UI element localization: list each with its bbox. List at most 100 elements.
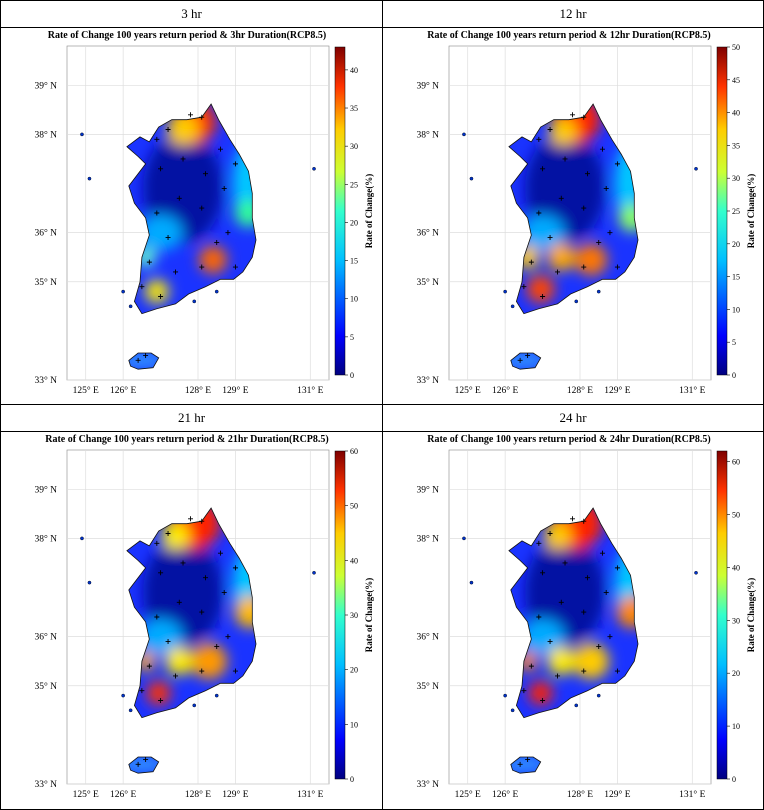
island (214, 693, 219, 698)
station-marker (199, 518, 205, 524)
colorbar-tick-label: 40 (350, 556, 358, 565)
station-marker (217, 550, 223, 556)
lat-tick-label: 33° N (416, 779, 439, 790)
island (192, 299, 197, 304)
station-marker (547, 235, 553, 241)
lon-tick-label: 129° E (222, 789, 248, 800)
colorbar-tick-label: 15 (350, 257, 358, 266)
station-marker (596, 239, 602, 245)
lat-tick-label: 33° N (416, 375, 439, 386)
colorbar-tick-label: 35 (732, 141, 740, 150)
colorbar (334, 450, 346, 780)
map-panel-24hr: Rate of Change 100 years return period &… (382, 431, 764, 810)
station-marker (599, 146, 605, 152)
station-marker (555, 673, 561, 679)
station-marker (165, 639, 171, 645)
island (462, 536, 466, 541)
lat-tick-label: 36° N (416, 228, 439, 239)
island (87, 580, 92, 585)
station-marker (581, 668, 587, 674)
lat-tick-label: 39° N (34, 484, 57, 495)
station-marker (540, 570, 546, 576)
station-marker (154, 136, 160, 142)
station-marker (581, 609, 587, 615)
station-marker (517, 357, 523, 363)
station-marker (528, 259, 534, 265)
island (510, 708, 515, 713)
korea-coastline (126, 507, 257, 719)
station-marker (540, 698, 546, 703)
colorbar-tick-label: 15 (732, 273, 740, 282)
jeju-coastline (510, 756, 542, 774)
station-marker (199, 114, 205, 120)
colorbar-tick-label: 60 (350, 447, 358, 456)
station-marker (581, 205, 587, 211)
jeju-coastline (510, 352, 542, 370)
station-marker (528, 663, 534, 669)
island (121, 289, 125, 294)
panel-header-12hr: 12 hr (382, 0, 764, 28)
station-marker (562, 156, 568, 162)
lon-tick-label: 129° E (604, 789, 630, 800)
colorbar-tick-label: 30 (732, 616, 740, 625)
station-marker (603, 589, 609, 595)
colorbar-tick-label: 5 (732, 338, 736, 347)
station-marker (146, 259, 152, 265)
station-marker (547, 127, 553, 132)
station-marker (570, 516, 576, 522)
panel-header-24hr: 24 hr (382, 404, 764, 432)
station-marker (555, 269, 561, 275)
station-marker (603, 185, 609, 191)
station-marker (154, 540, 160, 546)
station-marker (135, 357, 141, 363)
map-figure-3hr: 39° N 38° N 36° N 35° N 33° N 125° E 126° E 128… (34, 45, 374, 396)
colorbar (334, 46, 346, 376)
station-marker (154, 614, 160, 620)
lat-tick-label: 36° N (416, 632, 439, 643)
korea-coastline (126, 103, 257, 315)
colorbar-tick-label: 20 (350, 666, 358, 675)
island (694, 570, 698, 575)
station-marker (232, 264, 238, 270)
station-marker (202, 575, 208, 581)
colorbar-tick-label: 5 (350, 333, 354, 342)
colorbar-tick-label: 40 (732, 563, 740, 572)
station-marker (199, 609, 205, 615)
lat-tick-label: 36° N (34, 228, 57, 239)
map-title: Rate of Change 100 years return period &… (47, 30, 327, 41)
island (574, 299, 579, 304)
jeju-coastline (128, 352, 160, 370)
colorbar-tick-label: 20 (350, 218, 358, 227)
map-figure-24hr: 39° N 38° N 36° N 35° N 33° N 125° E 126° E 128… (416, 449, 756, 800)
station-marker (581, 114, 587, 120)
station-marker (165, 531, 171, 536)
island (128, 708, 133, 713)
station-marker (139, 688, 145, 694)
station-marker (232, 161, 238, 167)
station-marker (607, 230, 613, 236)
map-title: Rate of Change 100 years return period &… (427, 30, 711, 41)
jeju-coastline (128, 756, 160, 774)
lon-tick-label: 131° E (297, 789, 323, 800)
station-marker (225, 634, 231, 640)
map-title: Rate of Change 100 years return period &… (45, 434, 329, 445)
station-marker (596, 643, 602, 649)
station-marker (521, 284, 527, 290)
island (128, 304, 133, 309)
colorbar-tick-label: 60 (732, 458, 740, 467)
colorbar-tick-label: 10 (732, 722, 740, 731)
station-marker (614, 565, 620, 571)
station-marker (614, 264, 620, 270)
lat-tick-label: 38° N (34, 129, 57, 140)
station-marker (584, 575, 590, 581)
station-marker (614, 161, 620, 167)
lat-tick-label: 33° N (34, 779, 57, 790)
station-marker (225, 230, 231, 236)
lon-tick-label: 129° E (222, 385, 248, 396)
lon-tick-label: 126° E (492, 385, 518, 396)
colorbar-tick-label: 50 (732, 510, 740, 519)
lon-tick-label: 131° E (679, 385, 705, 396)
colorbar-tick-label: 30 (732, 174, 740, 183)
station-marker (562, 560, 568, 566)
lon-tick-label: 125° E (455, 789, 481, 800)
